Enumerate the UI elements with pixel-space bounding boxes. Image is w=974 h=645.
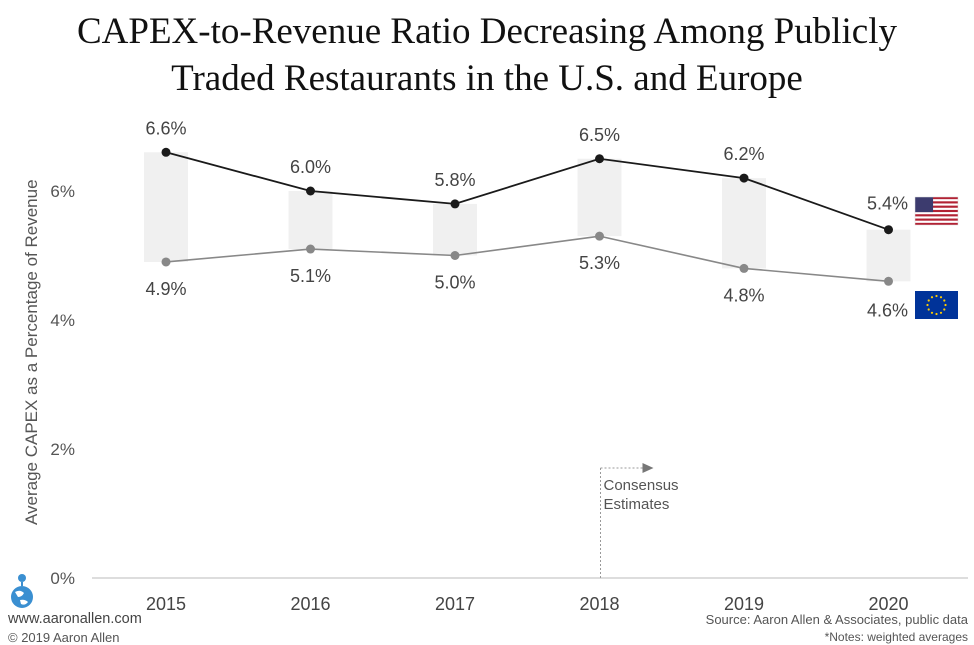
us-data-point	[595, 154, 604, 164]
us-flag-stripe	[915, 214, 958, 217]
range-band	[722, 178, 766, 269]
x-axis-ticks: 2015 2016 2017 2018 2019 2020	[146, 594, 909, 614]
eu-flag-star	[939, 296, 943, 299]
y-axis-ticks: 0% 2% 4% 6%	[50, 182, 75, 588]
us-flag-border	[914, 196, 959, 226]
us-flag-stripe	[915, 218, 958, 221]
us-flag-icon	[914, 196, 959, 226]
eu-flag-star	[930, 311, 934, 314]
x-tick-label: 2016	[290, 594, 330, 614]
range-band	[144, 152, 188, 262]
range-band	[433, 203, 477, 256]
eu-data-point	[595, 231, 604, 241]
eu-data-label: 4.8%	[723, 285, 764, 305]
eu-flag-star	[930, 296, 934, 299]
eu-flag-star	[944, 303, 947, 307]
us-data-label: 6.0%	[290, 157, 331, 177]
range-bands	[144, 152, 911, 282]
x-tick-label: 2019	[724, 594, 764, 614]
eu-flag-star	[935, 294, 938, 298]
y-tick-label: 4%	[50, 311, 75, 330]
range-band	[288, 191, 333, 250]
us-data-label: 5.8%	[434, 170, 475, 190]
eu-data-label: 5.1%	[290, 266, 331, 286]
y-tick-label: 0%	[50, 569, 75, 588]
annotation-line-1: Consensus	[604, 477, 679, 494]
eu-data-point	[161, 257, 171, 267]
eu-flag-star	[943, 308, 946, 311]
eu-flag-star	[943, 299, 946, 302]
us-data-label: 6.5%	[579, 125, 620, 145]
eu-data-point	[450, 251, 460, 260]
x-tick-label: 2018	[579, 594, 619, 614]
copyright-text: © 2019 Aaron Allen	[8, 630, 120, 645]
us-series-line	[165, 151, 889, 231]
us-flag-stripe	[915, 197, 958, 200]
eu-data-point	[884, 276, 893, 286]
eu-data-label: 5.3%	[579, 253, 620, 273]
us-flag-stripe	[915, 205, 958, 208]
x-tick-label: 2017	[435, 594, 475, 614]
eu-flag-star	[927, 299, 930, 302]
us-data-label: 5.4%	[867, 194, 908, 214]
eu-flag-icon	[915, 291, 958, 319]
y-tick-label: 6%	[50, 182, 75, 201]
chart-title-line-1: CAPEX-to-Revenue Ratio Decreasing Among …	[76, 11, 898, 52]
us-data-point	[884, 225, 893, 235]
us-data-label: 6.2%	[723, 144, 764, 164]
eu-data-point	[306, 244, 315, 254]
us-flag-stripe	[915, 209, 958, 213]
series-group: 6.6% 6.0% 5.8% 6.5% 6.2% 5.4% 4.9% 5.1% 5.0% 5.3%…	[145, 118, 908, 320]
consensus-estimates-annotation: Consensus Estimates	[600, 463, 679, 578]
eu-flag-star	[939, 311, 943, 314]
us-flag-canton	[915, 197, 934, 213]
estimates-arrow-head	[642, 463, 654, 473]
eu-data-point	[739, 263, 749, 273]
globe-logo-icon	[11, 574, 33, 608]
legend-flags	[914, 196, 959, 319]
x-tick-label: 2015	[146, 594, 186, 614]
eu-flag-star	[927, 308, 930, 311]
eu-flag-star	[926, 303, 929, 307]
notes-text: *Notes: weighted averages	[824, 630, 968, 644]
range-band	[866, 229, 911, 282]
annotation-line-2: Estimates	[604, 496, 670, 513]
y-tick-label: 2%	[50, 440, 75, 459]
chart-title: CAPEX-to-Revenue Ratio Decreasing Among …	[0, 8, 974, 102]
range-band	[577, 158, 622, 237]
us-data-label: 6.6%	[145, 118, 186, 138]
us-flag-stripe	[915, 201, 958, 204]
y-axis-label: Average CAPEX as a Percentage of Revenue	[22, 179, 41, 525]
source-text: Source: Aaron Allen & Associates, public…	[705, 612, 968, 627]
eu-flag-star	[935, 312, 938, 316]
us-data-point	[739, 173, 749, 183]
eu-data-label: 5.0%	[434, 273, 475, 293]
x-tick-label: 2020	[868, 594, 908, 614]
us-data-point	[450, 199, 460, 209]
us-data-point	[306, 186, 315, 196]
eu-data-label: 4.6%	[867, 300, 908, 320]
eu-series-line	[165, 235, 889, 283]
website-text: www.aaronallen.com	[8, 611, 142, 627]
us-flag-stripe	[915, 222, 958, 225]
us-data-point	[161, 147, 171, 157]
eu-data-label: 4.9%	[145, 279, 186, 299]
chart-title-line-2: Traded Restaurants in the U.S. and Europ…	[171, 58, 803, 99]
